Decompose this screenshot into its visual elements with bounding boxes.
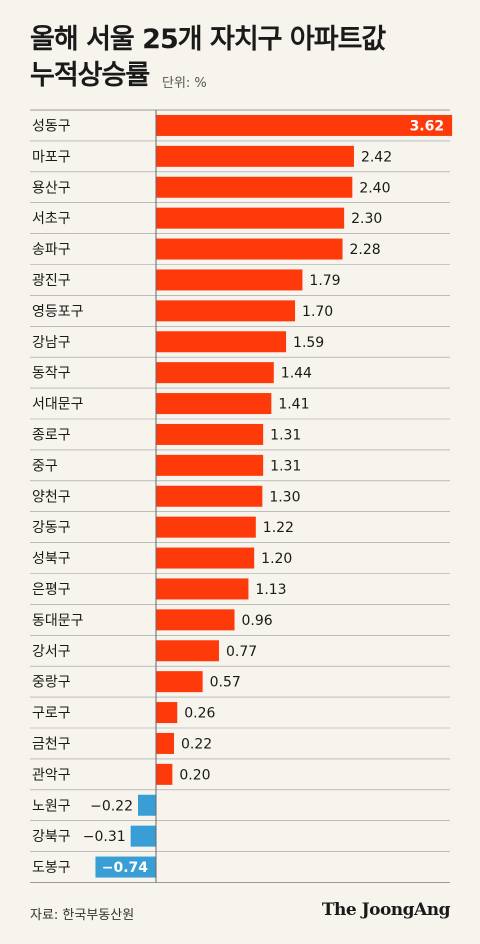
value-label: 1.22 bbox=[263, 520, 294, 536]
value-label: −0.74 bbox=[102, 860, 149, 876]
category-label: 강북구 bbox=[32, 829, 71, 845]
unit-label: 단위: % bbox=[162, 76, 207, 91]
category-label: 양천구 bbox=[32, 489, 71, 505]
category-label: 성북구 bbox=[32, 551, 71, 567]
value-label: −0.31 bbox=[83, 829, 126, 845]
bar bbox=[95, 856, 156, 878]
category-label: 광진구 bbox=[32, 273, 71, 289]
value-label: 3.62 bbox=[410, 118, 445, 134]
bar bbox=[156, 609, 235, 631]
category-label: 중랑구 bbox=[32, 675, 71, 691]
value-label: 1.70 bbox=[302, 304, 333, 320]
value-label: 0.22 bbox=[181, 736, 212, 752]
category-label: 중구 bbox=[32, 458, 58, 474]
value-label: 0.96 bbox=[242, 613, 273, 629]
value-label: 2.42 bbox=[361, 149, 392, 165]
category-label: 마포구 bbox=[32, 149, 71, 165]
value-label: 1.44 bbox=[281, 366, 312, 382]
category-label: 용산구 bbox=[32, 180, 71, 196]
bar bbox=[156, 485, 263, 507]
category-label: 강남구 bbox=[32, 335, 71, 351]
value-label: 2.28 bbox=[350, 242, 381, 258]
chart-title: 올해 서울 25개 자치구 아파트값 누적상승률 bbox=[30, 22, 386, 94]
category-label: 강서구 bbox=[32, 644, 71, 660]
value-label: 0.77 bbox=[226, 644, 257, 660]
bar bbox=[156, 423, 264, 445]
value-label: 1.59 bbox=[293, 335, 324, 351]
bar bbox=[156, 362, 274, 384]
title-line-1: 올해 서울 25개 자치구 아파트값 bbox=[30, 24, 386, 55]
category-label: 관악구 bbox=[32, 767, 71, 783]
bar bbox=[156, 331, 287, 353]
bar bbox=[156, 454, 264, 476]
category-label: 은평구 bbox=[32, 582, 71, 598]
bar bbox=[138, 794, 156, 816]
category-label: 구로구 bbox=[32, 706, 71, 722]
category-label: 동작구 bbox=[32, 366, 71, 382]
value-label: −0.22 bbox=[90, 798, 133, 814]
bar bbox=[156, 393, 272, 415]
bar-chart: 성동구 3.62 마포구 2.42 용산구 2.40 서초구 2.30 송파구 2.28 광진구 1.… bbox=[0, 108, 480, 892]
bar-chart-svg: 성동구 3.62 마포구 2.42 용산구 2.40 서초구 2.30 송파구 2.28 광진구 1.… bbox=[30, 109, 453, 883]
bar bbox=[156, 269, 303, 291]
publisher-logo: The JoongAng bbox=[321, 900, 451, 920]
value-label: 2.30 bbox=[351, 211, 382, 227]
value-label: 0.57 bbox=[210, 675, 241, 691]
bar bbox=[156, 640, 219, 662]
bar bbox=[156, 516, 256, 538]
title-line-2: 누적상승률 bbox=[30, 60, 150, 91]
category-label: 서초구 bbox=[32, 211, 71, 227]
source-note: 자료: 한국부동산원 bbox=[30, 908, 135, 923]
category-label: 금천구 bbox=[32, 736, 71, 752]
value-label: 2.40 bbox=[359, 180, 390, 196]
value-label: 1.13 bbox=[255, 582, 286, 598]
bar bbox=[156, 671, 203, 693]
bar bbox=[156, 578, 249, 600]
category-label: 송파구 bbox=[32, 242, 71, 258]
value-label: 1.20 bbox=[261, 551, 292, 567]
category-label: 종로구 bbox=[32, 427, 71, 443]
bar bbox=[156, 547, 255, 569]
bar bbox=[156, 763, 173, 785]
value-label: 1.30 bbox=[269, 489, 300, 505]
bar bbox=[156, 238, 343, 260]
value-label: 1.41 bbox=[278, 397, 309, 413]
bar bbox=[156, 300, 296, 322]
value-label: 0.26 bbox=[184, 706, 215, 722]
category-label: 동대문구 bbox=[32, 613, 84, 629]
value-label: 1.31 bbox=[270, 458, 301, 474]
category-label: 강동구 bbox=[32, 520, 71, 536]
category-label: 노원구 bbox=[32, 798, 71, 814]
bar bbox=[156, 702, 178, 724]
bar bbox=[156, 207, 345, 229]
category-label: 서대문구 bbox=[32, 397, 84, 413]
bar bbox=[156, 114, 453, 136]
value-label: 1.79 bbox=[309, 273, 340, 289]
bar bbox=[156, 732, 174, 754]
bar bbox=[156, 176, 353, 198]
bar bbox=[156, 145, 354, 167]
category-label: 도봉구 bbox=[32, 860, 71, 876]
category-label: 성동구 bbox=[32, 118, 71, 134]
bar bbox=[130, 825, 156, 847]
value-label: 0.20 bbox=[179, 767, 210, 783]
category-label: 영등포구 bbox=[32, 304, 84, 320]
value-label: 1.31 bbox=[270, 427, 301, 443]
